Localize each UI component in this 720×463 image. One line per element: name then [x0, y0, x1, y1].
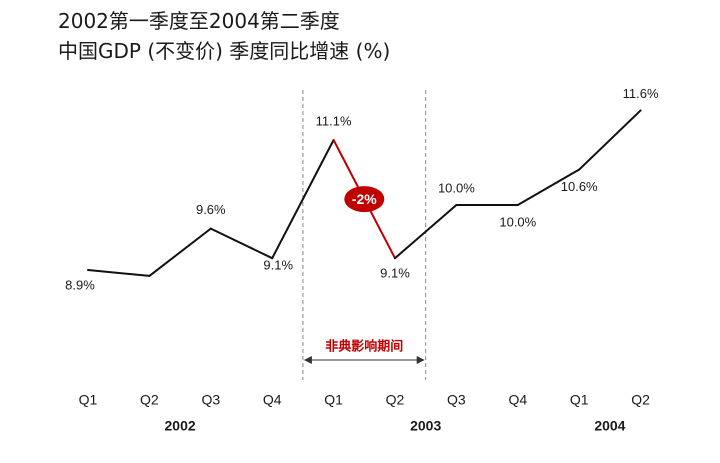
change-badge-label: -2% — [352, 191, 377, 207]
change-badge — [344, 186, 385, 213]
x-tick-label: Q1 — [79, 392, 98, 408]
series-line-segment — [87, 269, 151, 277]
x-tick-label: Q1 — [324, 392, 343, 408]
year-label: 2004 — [594, 418, 625, 434]
x-tick-label: Q2 — [386, 392, 405, 408]
period-label: 非典影响期间 — [325, 339, 403, 355]
series-line-segment — [578, 109, 642, 171]
x-tick-label: Q1 — [570, 392, 589, 408]
x-tick-label: Q4 — [263, 392, 282, 408]
year-label: 2002 — [165, 418, 196, 434]
chart-title-line-1: 2002第一季度至2004第二季度 — [58, 9, 340, 33]
data-label: 10.0% — [499, 214, 536, 229]
x-tick-label: Q4 — [508, 392, 527, 408]
data-label: 11.1% — [316, 113, 352, 128]
data-label: 8.9% — [65, 277, 95, 292]
x-tick-label: Q2 — [140, 392, 159, 408]
data-label: 9.6% — [196, 202, 226, 217]
period-arrow-left-head — [303, 356, 312, 364]
data-label: 9.1% — [380, 266, 410, 281]
year-label: 2003 — [410, 418, 441, 434]
chart-title: 2002第一季度至2004第二季度 中国GDP (不变价) 季度同比增速 (%) — [58, 6, 390, 66]
series-line-segment — [148, 227, 212, 277]
chart-title-line-2: 中国GDP (不变价) 季度同比增速 (%) — [58, 39, 391, 63]
x-tick-label: Q3 — [201, 392, 220, 408]
x-tick-label: Q3 — [447, 392, 466, 408]
series-line-segment — [394, 204, 458, 260]
data-label: 11.6% — [623, 86, 659, 101]
data-label: 10.0% — [438, 180, 475, 195]
series-line-segment — [271, 139, 335, 260]
series-line-segment — [516, 168, 581, 206]
data-label: 9.1% — [263, 258, 293, 273]
x-tick-label: Q2 — [631, 392, 650, 408]
data-label: 10.6% — [561, 179, 598, 194]
series-line-segment — [209, 227, 274, 260]
period-arrow-right-head — [416, 356, 425, 364]
